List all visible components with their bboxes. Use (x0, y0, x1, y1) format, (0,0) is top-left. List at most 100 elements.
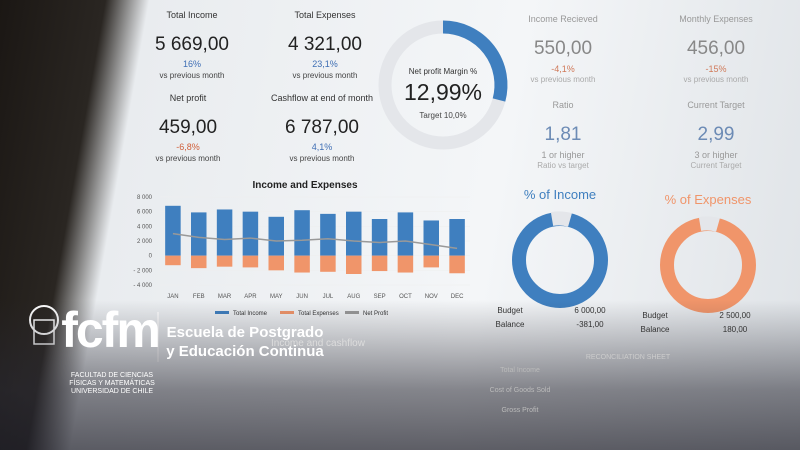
bar (216, 209, 233, 256)
faculty-line: FÍSICAS Y MATEMÁTICAS (69, 380, 155, 387)
kpi-label: Monthly Expenses (679, 14, 753, 24)
bar (397, 255, 414, 273)
donut-gap (698, 216, 720, 232)
bar (268, 216, 284, 256)
x-tick-label: NOV (425, 294, 438, 300)
bar (320, 213, 336, 256)
faculty-line: UNIVERSIDAD DE CHILE (70, 388, 154, 395)
x-tick-label: MAY (270, 294, 283, 300)
bar (242, 255, 259, 268)
kpi-change: -15% (705, 64, 727, 74)
kpi-note: vs previous month (292, 71, 358, 80)
logo-mark: fcfm (61, 302, 161, 358)
y-tick-label: - 4 000 (133, 283, 152, 289)
bar (268, 255, 284, 271)
table-row: Cost of Goods Sold (489, 387, 551, 394)
kpi-label: Total Income (166, 10, 218, 20)
school-line: y Educación Continua (166, 343, 324, 360)
kpi-value: 459,00 (158, 117, 218, 138)
y-tick-label: 8 000 (137, 195, 153, 201)
bar (242, 211, 259, 256)
budget-label: Budget (497, 306, 523, 315)
y-tick-label: 0 (149, 254, 153, 260)
x-tick-label: AUG (347, 294, 360, 300)
y-tick-label: 4 000 (137, 224, 153, 230)
bar (165, 205, 181, 256)
chart-title: Income and Expenses (252, 180, 358, 191)
x-tick-label: DEC (451, 294, 464, 300)
x-tick-label: APR (244, 294, 257, 300)
budget-label: Budget (642, 311, 668, 320)
faculty-line: FACULTAD DE CIENCIAS (70, 372, 154, 379)
kpi-label: Income Recieved (528, 14, 598, 24)
balance-value: -381,00 (576, 320, 604, 329)
kpi-value: 2,99 (697, 124, 735, 145)
kpi-value: 550,00 (533, 38, 593, 59)
y-tick-label: 6 000 (137, 210, 153, 216)
bar (165, 255, 181, 266)
x-tick-label: SEP (374, 294, 386, 300)
y-tick-label: 2 000 (137, 239, 153, 245)
donut-title: % of Expenses (664, 192, 752, 207)
kpi-value: 456,00 (686, 38, 746, 59)
bar (320, 255, 336, 272)
table-row: Total Income (500, 367, 540, 374)
budget-value: 6 000,00 (574, 306, 606, 315)
section-title: Income and cashflow (271, 338, 365, 349)
kpi-note: vs previous month (155, 154, 221, 163)
donut-title: % of Income (523, 187, 597, 202)
section-title: RECONCILIATION SHEET (585, 354, 671, 361)
bar (449, 219, 465, 256)
kpi-note: vs previous month (530, 75, 596, 84)
bar (397, 212, 414, 256)
kpi-label: Ratio (552, 100, 574, 110)
kpi-note: vs previous month (683, 75, 749, 84)
overlay (0, 300, 800, 450)
balance-label: Balance (640, 325, 670, 334)
school-line: Escuela de Postgrado (166, 324, 324, 341)
x-tick-label: JUL (323, 294, 334, 300)
gauge-value: 12,99% (403, 79, 483, 105)
kpi-label: Current Target (687, 100, 745, 110)
kpi-note: vs previous month (289, 154, 355, 163)
kpi-note: vs previous month (159, 71, 225, 80)
x-tick-label: JAN (167, 294, 178, 300)
kpi-value: 1,81 (544, 124, 582, 145)
kpi-note: Ratio vs target (537, 161, 589, 170)
kpi-value: 4 321,00 (288, 34, 362, 55)
donut-ring (512, 212, 608, 308)
table-row: Gross Profit (501, 407, 539, 414)
kpi-change: -4,1% (551, 64, 575, 74)
x-tick-label: FEB (193, 294, 205, 300)
kpi-change: -6,8% (176, 142, 200, 152)
gauge-target: Target 10,0% (419, 111, 467, 120)
kpi-label: Cashflow at end of month (270, 93, 374, 103)
kpi-label: Total Expenses (294, 10, 356, 20)
x-tick-label: MAR (218, 294, 232, 300)
bar (423, 220, 439, 256)
bar (346, 211, 362, 256)
bar (371, 255, 388, 272)
kpi-value: 6 787,00 (285, 117, 359, 138)
net-profit-line (172, 232, 458, 250)
y-tick-label: - 2 000 (133, 268, 152, 274)
bar (423, 255, 439, 268)
kpi-label: Net profit (169, 93, 207, 103)
kpi-value: 5 669,00 (155, 34, 229, 55)
kpi-change: 4,1% (311, 142, 333, 152)
donut-gap (550, 211, 572, 227)
bar (294, 210, 310, 256)
x-tick-label: JUN (296, 294, 308, 300)
gauge-arc (442, 20, 508, 102)
x-tick-label: OCT (399, 294, 412, 300)
bar (371, 219, 388, 256)
bar (216, 255, 233, 267)
kpi-change: 23,1% (312, 59, 338, 69)
bar (191, 255, 207, 269)
donut-ring (660, 217, 756, 313)
kpi-change: 1 or higher (541, 150, 585, 160)
bar (191, 212, 207, 256)
gauge-title: Net profit Margin % (408, 67, 478, 76)
